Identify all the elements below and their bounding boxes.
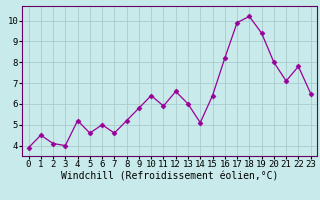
X-axis label: Windchill (Refroidissement éolien,°C): Windchill (Refroidissement éolien,°C)	[61, 172, 278, 182]
